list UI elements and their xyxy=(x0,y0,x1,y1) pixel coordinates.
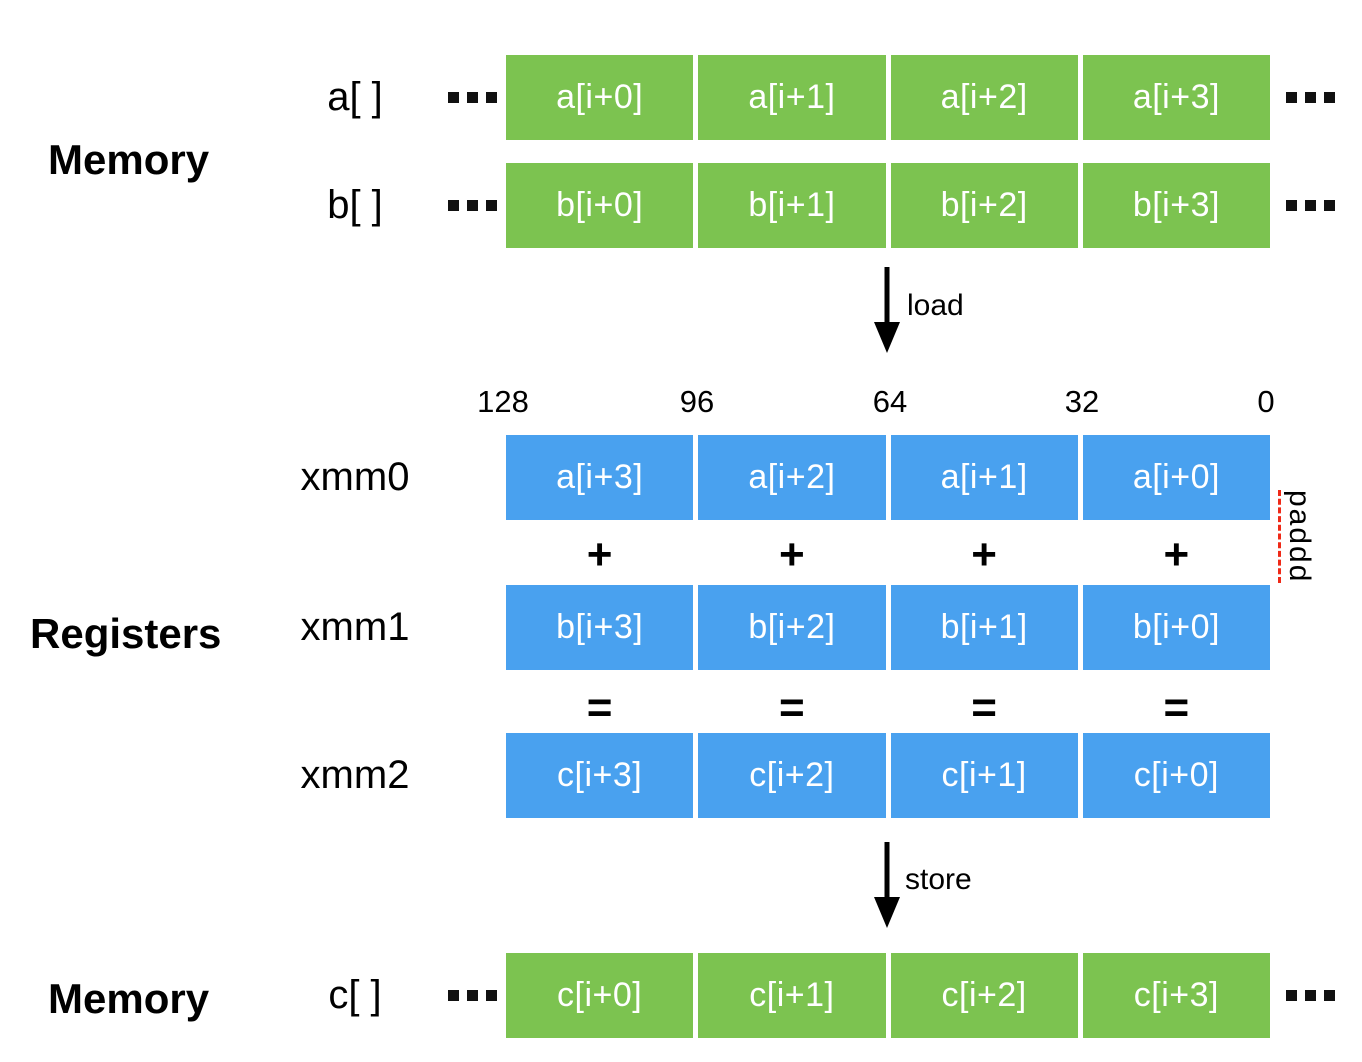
plus-operator: + xyxy=(586,530,613,579)
equals-operator-row: = = = = xyxy=(506,685,1270,731)
memory-cell: c[i+2] xyxy=(890,953,1078,1038)
bit-tick-32: 32 xyxy=(1064,384,1100,419)
register-cell: c[i+3] xyxy=(506,733,694,818)
register-xmm0-label: xmm0 xyxy=(300,455,410,499)
memory-cell: b[i+2] xyxy=(890,163,1078,248)
memory-cell: b[i+1] xyxy=(698,163,886,248)
array-b-label: b[ ] xyxy=(327,183,383,227)
memory-cell: c[i+0] xyxy=(506,953,694,1038)
ellipsis-icon xyxy=(1278,55,1342,140)
register-cell: a[i+3] xyxy=(506,435,694,520)
plus-operator-row: + + + + xyxy=(506,532,1270,578)
array-b-row: b[i+0] b[i+1] b[i+2] b[i+3] xyxy=(506,163,1270,248)
memory-cell: a[i+1] xyxy=(698,55,886,140)
load-label: load xyxy=(907,289,964,322)
bit-tick-64: 64 xyxy=(872,384,908,419)
register-cell: b[i+0] xyxy=(1082,585,1270,670)
array-a-label: a[ ] xyxy=(327,75,383,119)
array-c-row: c[i+0] c[i+1] c[i+2] c[i+3] xyxy=(506,953,1270,1038)
register-xmm1-row: b[i+3] b[i+2] b[i+1] b[i+0] xyxy=(506,585,1270,670)
paddd-instruction-label: paddd xyxy=(1278,490,1316,584)
register-cell: b[i+1] xyxy=(890,585,1078,670)
ellipsis-icon xyxy=(440,55,504,140)
ellipsis-icon xyxy=(1278,953,1342,1038)
register-cell: c[i+1] xyxy=(890,733,1078,818)
bit-tick-0: 0 xyxy=(1257,384,1275,419)
equals-operator: = xyxy=(971,683,997,732)
plus-operator: + xyxy=(1163,530,1190,579)
array-c-label: c[ ] xyxy=(328,973,382,1017)
ellipsis-icon xyxy=(440,163,504,248)
load-arrow-icon xyxy=(874,267,900,353)
memory-cell: c[i+1] xyxy=(698,953,886,1038)
register-cell: a[i+0] xyxy=(1082,435,1270,520)
memory-cell: a[i+2] xyxy=(890,55,1078,140)
plus-operator: + xyxy=(971,530,997,579)
equals-operator: = xyxy=(586,683,613,732)
memory-cell: a[i+3] xyxy=(1082,55,1270,140)
register-cell: b[i+3] xyxy=(506,585,694,670)
bit-tick-128: 128 xyxy=(477,384,529,419)
ellipsis-icon xyxy=(440,953,504,1038)
bit-tick-96: 96 xyxy=(679,384,715,419)
register-xmm2-label: xmm2 xyxy=(300,753,410,797)
store-arrow-icon xyxy=(874,842,900,928)
memory-cell: c[i+3] xyxy=(1082,953,1270,1038)
equals-operator: = xyxy=(1163,683,1190,732)
store-label: store xyxy=(905,863,972,896)
register-cell: c[i+2] xyxy=(698,733,886,818)
memory-cell: b[i+0] xyxy=(506,163,694,248)
register-cell: a[i+2] xyxy=(698,435,886,520)
equals-operator: = xyxy=(779,683,805,732)
register-xmm0-row: a[i+3] a[i+2] a[i+1] a[i+0] xyxy=(506,435,1270,520)
memory-cell: a[i+0] xyxy=(506,55,694,140)
array-a-row: a[i+0] a[i+1] a[i+2] a[i+3] xyxy=(506,55,1270,140)
register-xmm1-label: xmm1 xyxy=(300,605,410,649)
register-xmm2-row: c[i+3] c[i+2] c[i+1] c[i+0] xyxy=(506,733,1270,818)
ellipsis-icon xyxy=(1278,163,1342,248)
register-cell: c[i+0] xyxy=(1082,733,1270,818)
memory-top-section-label: Memory xyxy=(48,136,210,183)
registers-section-label: Registers xyxy=(30,610,222,657)
plus-operator: + xyxy=(779,530,805,579)
register-cell: a[i+1] xyxy=(890,435,1078,520)
memory-cell: b[i+3] xyxy=(1082,163,1270,248)
register-cell: b[i+2] xyxy=(698,585,886,670)
memory-bottom-section-label: Memory xyxy=(48,975,210,1022)
